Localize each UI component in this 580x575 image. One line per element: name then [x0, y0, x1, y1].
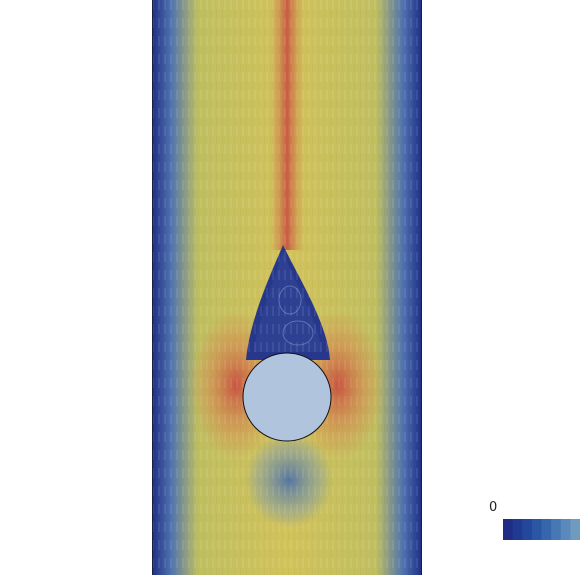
colorbar-segment	[541, 519, 552, 540]
colorbar-segment	[560, 519, 571, 540]
colorbar-segment	[522, 519, 533, 540]
colorbar-segment	[512, 519, 523, 540]
colorbar-segment	[551, 519, 562, 540]
colorbar-min-label: 0	[489, 500, 498, 515]
streamline-texture	[152, 0, 422, 575]
colorbar	[503, 519, 580, 540]
channel-field	[152, 0, 422, 575]
colorbar-segment	[503, 519, 514, 540]
colorbar-segment	[570, 519, 580, 540]
cylinder-obstacle	[242, 352, 332, 442]
colorbar-segment	[531, 519, 543, 540]
